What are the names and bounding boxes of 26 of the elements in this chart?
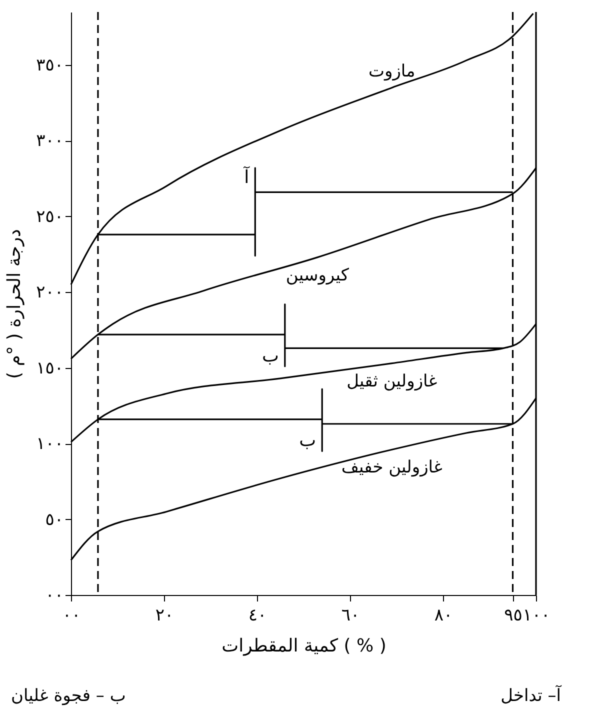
x-tick-label: ٨٠ (434, 606, 453, 626)
series-label: مازوت (368, 62, 416, 82)
annotation: آ (243, 166, 250, 188)
x-axis-title: كمية المقطرات ( % ) (222, 636, 386, 656)
y-tick-label: ٠٠ (45, 586, 64, 606)
x-tick-label: ٠٠ (62, 606, 81, 626)
y-tick-label: ١٥٠ (36, 358, 64, 378)
x-tick-label: ٩٥ (504, 606, 522, 626)
series-label: غازولين ثقيل (346, 371, 438, 392)
x-tick-label: ١٠٠ (522, 606, 550, 626)
y-axis-title: درجة الحرارة ( °م ) (4, 229, 26, 379)
x-tick-label: ٦٠ (341, 606, 360, 626)
annotation: ب (299, 430, 316, 452)
text: ب – فجوة غليان (11, 686, 126, 706)
series-label: كيروسين (286, 265, 350, 286)
y-tick-label: ٣٥٠ (36, 56, 64, 76)
y-tick-label: ٢٠٠ (36, 282, 64, 303)
y-tick-label: ٢٥٠ (36, 206, 64, 227)
series-label: غازولين خفيف (341, 458, 442, 478)
y-tick-label: ٣٠٠ (36, 131, 64, 152)
annotation: ب (262, 345, 279, 366)
x-tick-label: ٤٠ (248, 606, 267, 626)
y-tick-label: ١٠٠ (36, 434, 64, 454)
text: آ– تداخل (500, 685, 562, 706)
x-tick-label: ٢٠ (155, 606, 174, 626)
y-tick-label: ٥٠ (45, 510, 64, 530)
